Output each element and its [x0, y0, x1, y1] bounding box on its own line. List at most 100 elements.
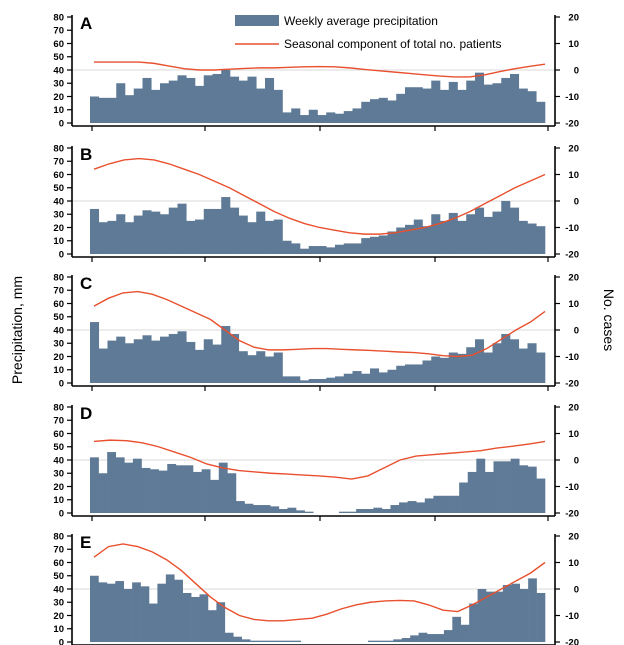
precip-bar: [518, 88, 528, 123]
precip-bar: [448, 81, 458, 123]
precip-bar: [125, 95, 135, 123]
precip-bar: [265, 220, 275, 255]
left-tick-label: 10: [53, 105, 64, 116]
precip-bar: [326, 112, 336, 123]
precip-bar: [427, 634, 436, 642]
precip-bar: [326, 377, 336, 383]
precip-bar: [168, 80, 178, 123]
precip-bar: [335, 113, 345, 123]
right-tick-label: -10: [565, 92, 579, 103]
panel-label: B: [80, 145, 92, 164]
precip-bar: [177, 203, 187, 254]
precip-bar: [238, 80, 248, 123]
left-tick-label: 30: [53, 339, 64, 350]
precip-bar: [193, 471, 202, 513]
precip-bar: [452, 616, 462, 642]
precip-bar: [466, 347, 476, 383]
seasonal-line: [93, 543, 546, 622]
right-tick-label: 20: [568, 531, 579, 542]
left-tick-label: 60: [53, 39, 64, 50]
left-tick-label: 40: [53, 325, 64, 336]
precip-bar: [338, 511, 348, 513]
precip-bar: [186, 220, 196, 255]
precip-bar: [265, 77, 275, 123]
precip-bar: [230, 207, 240, 255]
left-tick-label: 80: [53, 12, 64, 23]
precip-bar: [511, 583, 521, 642]
right-tick-label: -20: [565, 249, 579, 260]
precip-bar: [396, 227, 406, 254]
precip-bar: [158, 470, 168, 513]
precip-bar: [308, 379, 318, 383]
precip-bar: [253, 505, 262, 513]
precip-bar: [247, 355, 257, 383]
precip-bar: [90, 457, 99, 513]
precip-bar: [393, 639, 403, 642]
precip-bar: [422, 360, 432, 383]
precip-bar: [483, 352, 493, 383]
precip-bar: [492, 83, 502, 123]
precip-bar: [536, 352, 546, 383]
precip-bar: [123, 589, 133, 642]
precip-bar: [238, 215, 248, 254]
precip-bar: [376, 640, 386, 642]
precip-bar: [418, 632, 428, 642]
precip-bar: [492, 211, 502, 254]
precip-bar: [364, 509, 374, 513]
precip-bar: [494, 591, 504, 642]
precip-bar: [107, 452, 117, 513]
panel-label: D: [80, 404, 92, 423]
right-tick-label: 10: [568, 39, 579, 50]
precip-bar: [368, 640, 377, 642]
precip-bar: [292, 640, 301, 642]
precip-bar: [107, 97, 117, 123]
panel-b: 0 10 20 30 40 50 60 70 80 -20 -10 0 10 20 B: [53, 143, 579, 262]
precip-bar: [370, 99, 380, 123]
precip-bar: [250, 640, 259, 642]
precip-bar: [308, 246, 318, 254]
left-tick-label: 40: [53, 584, 64, 595]
left-tick-label: 70: [53, 545, 64, 556]
precip-bar: [304, 511, 314, 513]
precip-bar: [501, 333, 511, 383]
precip-bar: [207, 610, 217, 642]
left-tick-label: 40: [53, 455, 64, 466]
left-tick-label: 20: [53, 92, 64, 103]
precip-bar: [224, 632, 234, 642]
precip-bar: [510, 207, 520, 255]
left-tick-label: 70: [53, 26, 64, 37]
precip-bar: [90, 96, 100, 123]
precip-bar: [484, 471, 494, 513]
left-tick-label: 30: [53, 598, 64, 609]
right-tick-label: 10: [568, 429, 579, 440]
precip-bar: [407, 501, 417, 513]
precip-bar: [186, 77, 196, 123]
left-tick-label: 60: [53, 299, 64, 310]
left-tick-label: 0: [59, 378, 64, 389]
precip-bar: [132, 582, 141, 643]
precip-bar: [151, 211, 161, 254]
precip-bar: [352, 243, 362, 254]
precip-bar: [115, 457, 125, 513]
left-tick-label: 20: [53, 352, 64, 363]
precip-bar: [300, 380, 310, 383]
precip-bar: [282, 376, 292, 384]
precip-bar: [457, 353, 467, 383]
precip-bar: [441, 495, 451, 513]
precip-bar: [300, 248, 310, 254]
precip-bar: [182, 592, 192, 642]
precip-bar: [486, 591, 495, 642]
precip-bar: [282, 240, 292, 254]
precip-bar: [370, 236, 380, 254]
precip-bar: [476, 458, 486, 513]
precip-bar: [536, 478, 546, 513]
precip-bar: [283, 640, 293, 642]
precip-bar: [475, 72, 485, 123]
precip-bar: [142, 210, 152, 254]
left-tick-label: 30: [53, 469, 64, 480]
precip-bar: [361, 238, 371, 254]
precip-bar: [352, 108, 362, 123]
precip-bar: [212, 344, 222, 383]
precip-bar: [201, 469, 211, 513]
precip-bar: [431, 80, 441, 123]
